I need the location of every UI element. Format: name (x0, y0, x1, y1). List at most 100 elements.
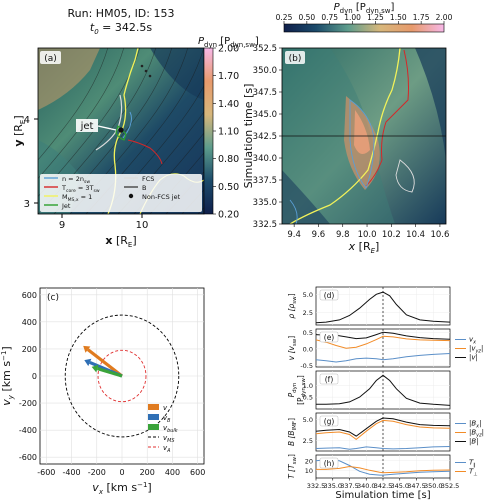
legend-c-label: vbulk (163, 424, 178, 434)
colorbar-a-tick-label: 2.00 (218, 44, 239, 55)
panel-h-ylabel: T [Tsw] (287, 454, 298, 479)
tick-h-x-label: 340.0 (357, 482, 376, 490)
density-contour-b (349, 99, 375, 189)
colorbar-a-tick-label: 0.20 (218, 210, 239, 221)
tick-b-y-label: 335.0 (253, 198, 277, 208)
series-g-0 (315, 446, 451, 450)
tick-h-x-label: 335.0 (323, 482, 342, 490)
legend-a-label: FCS (142, 175, 154, 183)
tick-b-y-label: 345.0 (253, 110, 277, 120)
panel-b-ticks: 9.4 9.6 9.8 10.0 10.2 10.4 10.6 332.5 335.0 337.5… (253, 44, 450, 240)
panel-f-ylabel-line2: [Pdyn,sw] (296, 375, 307, 405)
jet-annotation: jet (80, 121, 94, 132)
colorbar-b-tick-label: 0.75 (321, 13, 338, 22)
panel-f-tag: (f) (325, 375, 334, 384)
tick-c-x-label: 0 (119, 468, 124, 477)
panel-d-tag-box (319, 289, 339, 301)
tick-a-y-3: 3 (24, 199, 30, 210)
colorbar-a-tick-label: 1.70 (218, 71, 239, 82)
tick-c-y-label: 0 (32, 372, 37, 381)
tick-h-x-label: 337.5 (340, 482, 359, 490)
tick-h-x-label: 345.0 (390, 482, 409, 490)
panel-e-ylabel: v [vsw] (287, 336, 298, 361)
colorbar-b-tick-label: 1.50 (390, 13, 407, 22)
density-contour-b2 (289, 199, 298, 224)
legend-c-swatch (148, 404, 159, 410)
panel-b-tag: (b) (289, 54, 302, 64)
tick-h-x-label: 332.5 (307, 482, 326, 490)
panel-g: 2.5 5.0 (g) B [BIMF] |Bx||Byz||B| (287, 412, 484, 452)
legend-a-label: Non-FCS jet (142, 193, 181, 201)
fcs-contour-b (395, 159, 415, 193)
tick-h-y-label: 10 (305, 467, 313, 475)
tick-c-y-label: -200 (19, 399, 37, 408)
tick-e-y-label: 0.5 (303, 329, 313, 337)
legend-c-swatch (148, 414, 159, 420)
panel-h-tag-box (319, 457, 339, 469)
velocity-vector-0 (86, 348, 123, 378)
jet-annotation-box (76, 119, 98, 132)
tick-c-x-label: -200 (88, 468, 106, 477)
series-d-0 (315, 291, 451, 324)
colorbar-a-tick-label: 0.50 (218, 182, 239, 193)
panel-a-xlabel: x [RE] (105, 234, 136, 249)
colorbar-b-tick-label: 1.75 (413, 13, 430, 22)
colorbar-a-label: Pdyn [Pdyn,sw] (198, 36, 259, 49)
panel-b-tag-box (285, 51, 305, 64)
colorbar-b-tick-label: 0.25 (276, 13, 293, 22)
tick-g-y-label: 2.5 (303, 437, 313, 445)
panel-a-tag: (a) (44, 54, 57, 64)
tick-c-x-label: -600 (37, 468, 55, 477)
tick-b-y-label: 340.0 (253, 154, 277, 164)
legend-a-label: MMS,x = 1 (62, 193, 92, 203)
tick-b-y-label: 347.5 (253, 88, 277, 98)
tick-c-x-label: 600 (190, 468, 205, 477)
tick-b-y-label: 350.0 (253, 66, 277, 76)
jet-annotation-arrow (97, 125, 117, 131)
tick-d-y-label: 2.5 (303, 309, 313, 317)
panel-c-xlabel: vx [km s−1] (92, 481, 151, 496)
tick-h-x-label: 350.0 (424, 482, 443, 490)
panel-c-tag: (c) (47, 293, 59, 303)
panel-h-xlabel: Simulation time [s] (335, 490, 430, 500)
series-g-2 (315, 417, 451, 437)
panel-c: -600-600 -400 -400 -200 -200 0 0 200 200 400 400 60… (0, 287, 205, 496)
non-fcs-jet-dot (118, 127, 124, 133)
legend-e-label: vx (469, 336, 476, 346)
legend-h: T∥T⊥ (455, 459, 478, 478)
tick-h-x-label: 352.5 (441, 482, 460, 490)
tick-b-y-label: 352.5 (253, 44, 277, 54)
legend-c-label: vB (163, 414, 171, 424)
tick-c-y-label: 400 (22, 318, 37, 327)
legend-a-label: B (142, 184, 146, 192)
tick-b-x-label: 10.4 (406, 230, 425, 240)
run-title: Run: HM05, ID: 153 (68, 7, 175, 20)
tick-b-x-label: 10.2 (382, 230, 401, 240)
legend-a-label: Jet (61, 202, 71, 210)
series-g-1 (315, 419, 451, 441)
panel-g-tag-box (319, 415, 339, 427)
tick-b-y-label: 337.5 (253, 176, 277, 186)
series-h-0 (315, 459, 451, 476)
panel-b-xlabel: x [RE] (348, 240, 380, 255)
tick-e-y-label: -0.5 (300, 362, 313, 370)
colorbar-b-tick-label: 0.50 (299, 13, 316, 22)
panel-c-marks (64, 314, 180, 438)
panel-e-tag-box (319, 331, 339, 343)
colorbar-b-tick-label: 2.00 (436, 13, 453, 22)
panel-f-ylabel: Pdyn (287, 382, 298, 397)
colorbar-b-tick-label: 1.00 (344, 13, 361, 22)
time-series-stack: 2.55.0 (d)ρ [ρsw]-0.50.00.5(e)v [vsw] vx|v… (287, 286, 484, 500)
legend-e-label: |v| (469, 354, 478, 362)
legend-a-label: Tcore = 3Tsw (61, 184, 100, 194)
velocity-arrowhead-0 (83, 345, 91, 353)
temperature-contour-b (365, 49, 409, 187)
dotted-markers (140, 64, 152, 78)
panel-c-ylabel: vy [km s−1] (0, 346, 15, 405)
magnetosonic-circle (64, 314, 180, 438)
panel-b: 0.25 0.50 0.75 1.00 1.25 1.50 1.75 2.00 Pdyn [P… (242, 2, 453, 255)
tick-b-y-label: 332.5 (253, 220, 277, 230)
